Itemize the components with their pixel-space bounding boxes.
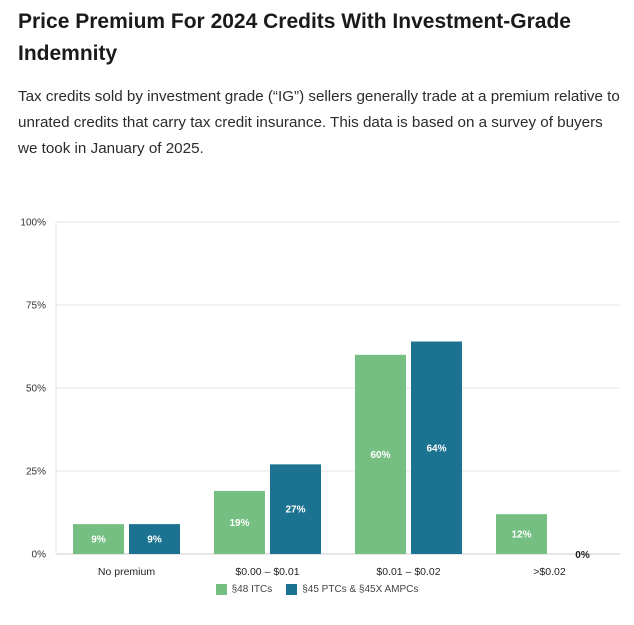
x-category-label: $0.00 – $0.01 <box>235 566 299 578</box>
chart-title: Price Premium For 2024 Credits With Inve… <box>18 10 571 65</box>
x-category-label: No premium <box>98 566 155 578</box>
y-tick-label: 75% <box>26 301 46 312</box>
bar <box>129 524 180 554</box>
legend-label-itc: §48 ITCs <box>231 584 273 595</box>
x-category-label: >$0.02 <box>533 566 566 578</box>
legend-swatch-itc <box>215 584 227 595</box>
y-tick-label: 100% <box>20 218 46 229</box>
y-tick-label: 0% <box>32 550 47 561</box>
bar <box>73 524 124 554</box>
y-tick-label: 25% <box>26 467 46 478</box>
bar <box>270 464 321 554</box>
bar-value-label: 60% <box>370 450 390 461</box>
bar-value-label: 19% <box>229 518 249 529</box>
bar <box>214 490 265 554</box>
chart-legend: §48 ITCs §45 PTCs & §45X AMPCs <box>0 584 634 595</box>
bar <box>496 514 547 554</box>
bar-value-label: 0% <box>575 550 590 561</box>
legend-item-itc[interactable]: §48 ITCs <box>215 584 273 595</box>
bar-chart: 0% 25% 50% 75% 100% 9% 9% No premium 19% 27% $0.00… <box>20 218 620 578</box>
legend-swatch-ptc <box>286 584 298 595</box>
bar-value-label: 9% <box>91 535 106 546</box>
bar-value-label: 27% <box>285 505 305 516</box>
bar-value-label: 9% <box>147 535 162 546</box>
chart-description: Tax credits sold by investment grade (“I… <box>18 88 620 157</box>
bar-value-label: 12% <box>511 530 531 541</box>
x-category-label: $0.01 – $0.02 <box>376 566 440 578</box>
bar-value-label: 64% <box>426 443 446 454</box>
y-tick-label: 50% <box>26 384 46 395</box>
legend-label-ptc: §45 PTCs & §45X AMPCs <box>302 584 419 595</box>
legend-item-ptc[interactable]: §45 PTCs & §45X AMPCs <box>286 584 418 595</box>
bar <box>355 354 406 554</box>
bar <box>411 341 462 554</box>
